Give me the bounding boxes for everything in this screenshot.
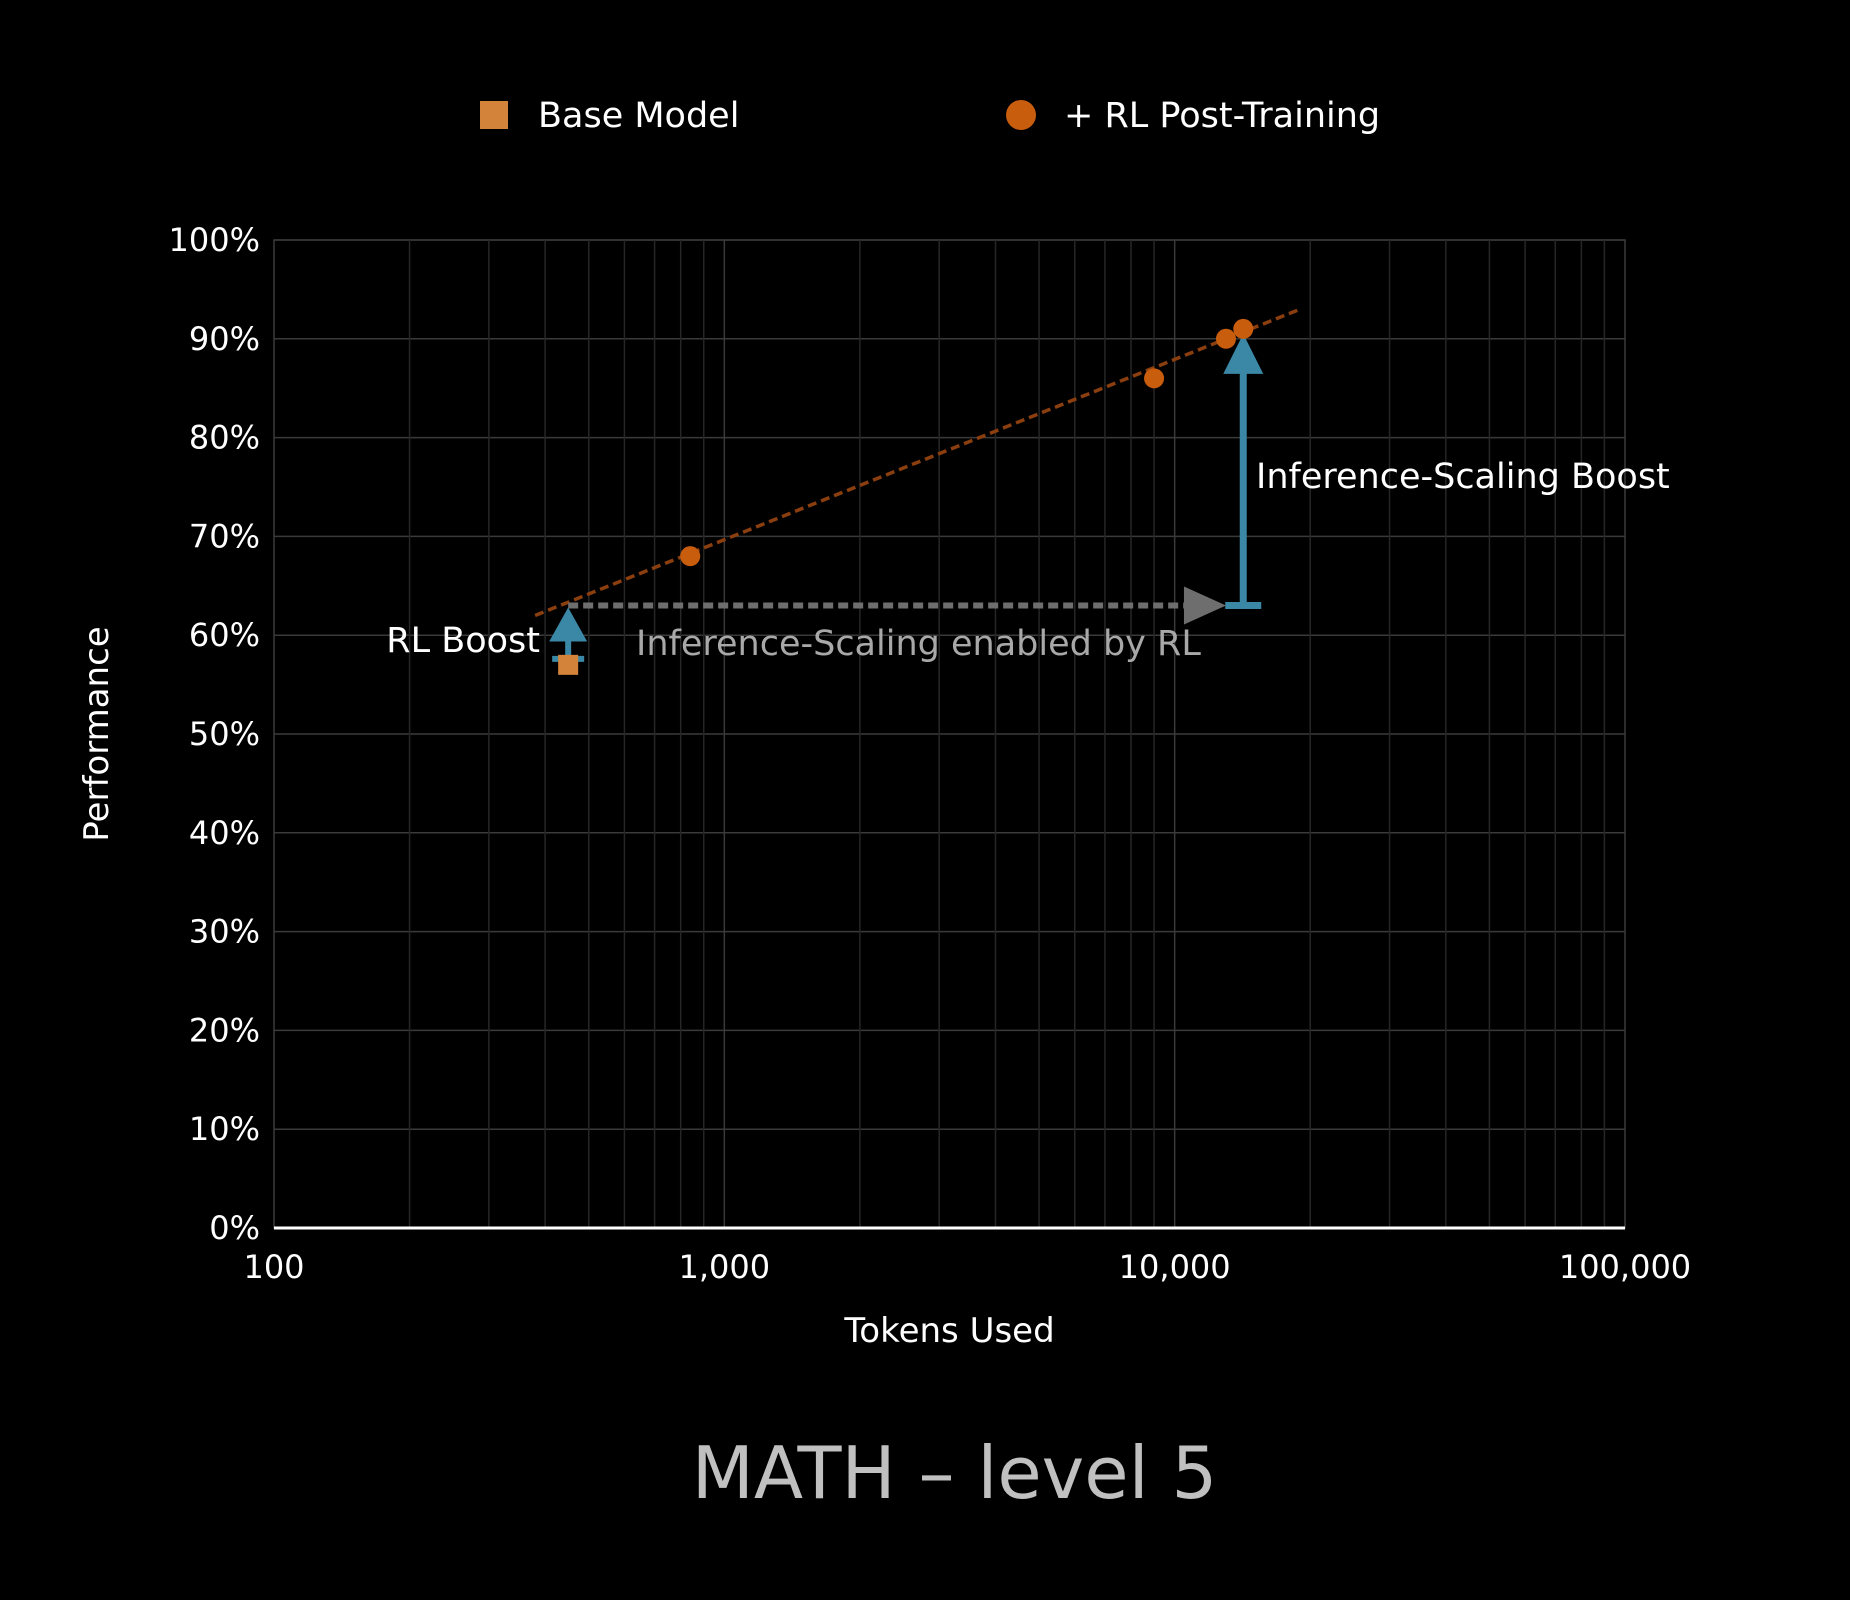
grid-layer (273, 239, 1626, 1229)
x-axis-label: Tokens Used (843, 1311, 1054, 1351)
y-tick-label: 50% (189, 715, 260, 753)
y-tick-label: 40% (189, 814, 260, 852)
mark-layer (558, 318, 1254, 675)
x-tick-label: 1,000 (679, 1248, 771, 1286)
y-tick-label: 0% (209, 1209, 260, 1247)
y-tick-label: 70% (189, 517, 260, 555)
inference-scaling-boost-arrowhead (1223, 333, 1264, 374)
y-tick-label: 80% (189, 419, 260, 457)
y-tick-label: 20% (189, 1011, 260, 1049)
rl-post-training-point (1233, 318, 1254, 339)
legend-swatch-base-model (480, 101, 508, 129)
x-tick-label: 10,000 (1119, 1248, 1231, 1286)
y-tick-label: 60% (189, 616, 260, 654)
annotation-layer: Inference-Scaling enabled by RL Inference… (386, 333, 1670, 664)
legend-label-rl-post-training: + RL Post-Training (1064, 96, 1380, 136)
y-tick-label: 90% (189, 320, 260, 358)
legend-label-base-model: Base Model (538, 96, 739, 136)
rl-post-training-point (1215, 328, 1236, 349)
y-tick-label: 30% (189, 913, 260, 951)
x-tick-label: 100 (243, 1248, 304, 1286)
inference-scaling-boost-label: Inference-Scaling Boost (1256, 457, 1670, 497)
trendline (534, 307, 1301, 618)
rl-boost-arrowhead (549, 607, 588, 642)
inference-scaling-enabled-label: Inference-Scaling enabled by RL (636, 624, 1201, 664)
inference-scaling-enabled-arrowhead (1183, 586, 1226, 625)
legend: Base Model + RL Post-Training (480, 96, 1380, 136)
axis-layer: 0% 10% 20% 30% 40% 50% 60% 70% 80% 90% 100% 100 1,00… (169, 221, 1692, 1286)
base-model-point (558, 654, 579, 675)
chart-title: MATH – level 5 (692, 1431, 1218, 1515)
trend-layer (534, 307, 1301, 618)
legend-swatch-rl-post-training (1006, 100, 1036, 130)
x-tick-label: 100,000 (1559, 1248, 1691, 1286)
y-tick-label: 10% (189, 1110, 260, 1148)
rl-post-training-point (1144, 368, 1165, 389)
rl-boost-label: RL Boost (386, 621, 540, 661)
y-axis-label: Performance (77, 626, 117, 841)
rl-post-training-point (680, 546, 701, 567)
y-tick-label: 100% (169, 221, 260, 259)
